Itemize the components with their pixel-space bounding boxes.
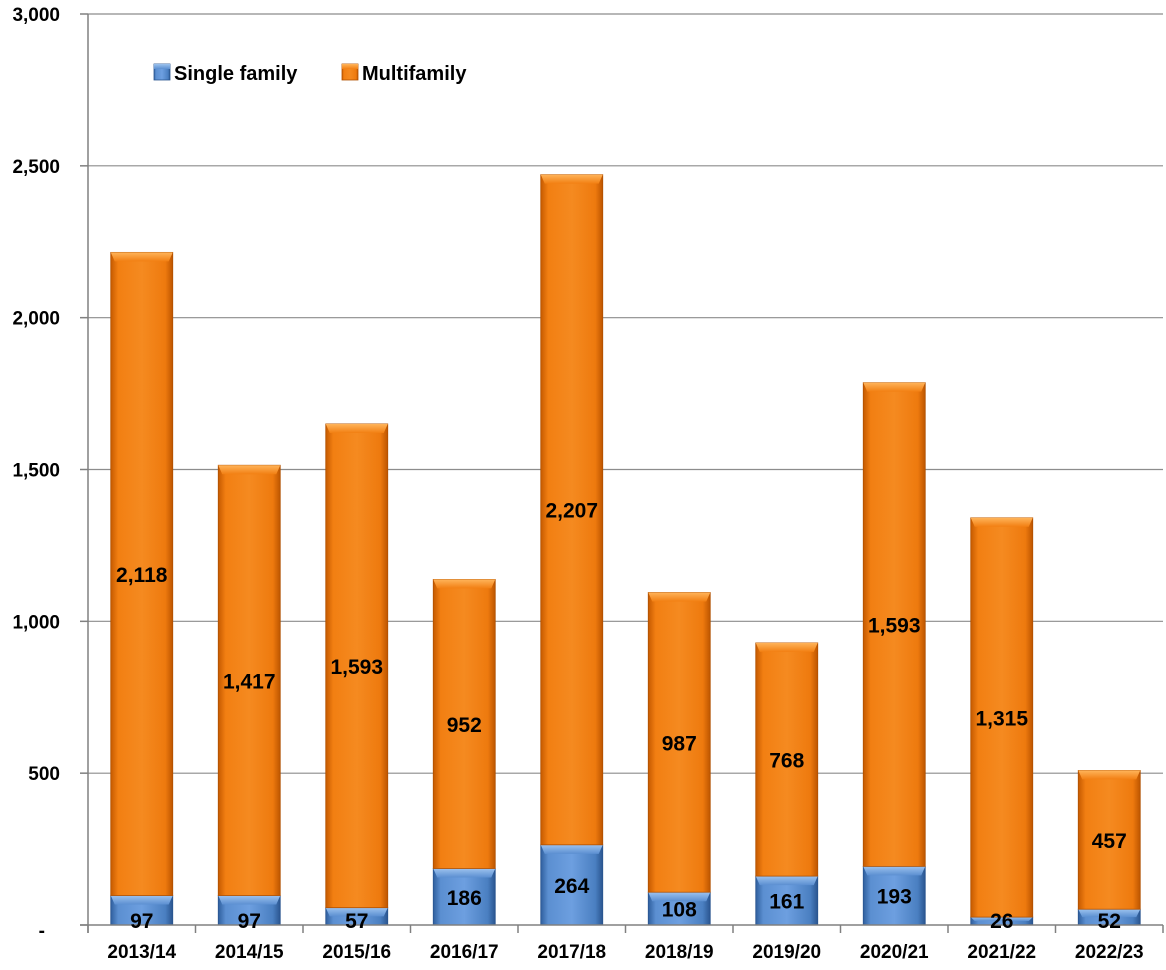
legend-label-single-family: Single family [174, 63, 298, 85]
bar-multifamily [1077, 770, 1141, 910]
data-label-single-family: 264 [554, 875, 589, 898]
y-tick-label: 2,000 [12, 309, 60, 330]
data-label-multifamily: 2,118 [116, 564, 168, 587]
x-tick-label: 2019/20 [752, 942, 821, 963]
bar-multifamily [862, 382, 926, 867]
data-label-multifamily: 1,417 [223, 670, 276, 693]
x-tick-label: 2014/15 [215, 942, 284, 963]
data-label-multifamily: 1,593 [868, 615, 921, 638]
axes: - 500 1,000 1,500 2,000 2,500 3,000 2013/14 2014… [12, 5, 1164, 963]
data-label-single-family: 193 [877, 886, 912, 909]
data-label-multifamily: 768 [769, 750, 804, 773]
bar-single-family-bevel [325, 907, 388, 917]
bar-single-family-bevel [433, 868, 496, 878]
x-tick-label: 2020/21 [860, 942, 929, 963]
bar-multifamily-bevel [755, 642, 818, 652]
bar-single-family-bevel [218, 895, 281, 905]
bar-multifamily [432, 579, 496, 869]
data-label-single-family: 186 [447, 887, 482, 910]
legend-swatch-bevel [342, 64, 358, 69]
bar-multifamily-bevel [540, 174, 603, 184]
legend-label-multifamily: Multifamily [362, 63, 467, 85]
y-tick-label: - [39, 921, 45, 942]
data-label-single-family: 97 [238, 910, 261, 933]
data-label-multifamily: 1,593 [330, 656, 383, 679]
bar-multifamily [110, 251, 174, 896]
x-tick-label: 2015/16 [322, 942, 391, 963]
bar-multifamily [647, 592, 711, 893]
y-tick-label: 1,000 [12, 612, 60, 633]
data-labels: 97 2,118 97 1,417 57 1,593 186 952 264 2,207 108 98… [116, 500, 1127, 933]
bar-multifamily [970, 517, 1034, 918]
bar-single-family-bevel [755, 876, 818, 886]
data-label-multifamily: 987 [662, 732, 697, 755]
bar-single-family-bevel [110, 895, 173, 905]
data-label-multifamily: 952 [447, 714, 482, 737]
x-tick-label: 2018/19 [645, 942, 714, 963]
x-tick-label: 2016/17 [430, 942, 499, 963]
y-tick-label: 500 [28, 764, 60, 785]
bar-single-family-bevel [970, 917, 1033, 922]
bar-multifamily-bevel [325, 423, 388, 433]
bar-single-family-bevel [648, 892, 711, 902]
data-label-single-family: 52 [1098, 910, 1121, 933]
data-label-single-family: 57 [345, 910, 368, 933]
bar-multifamily-bevel [218, 465, 281, 475]
bar-multifamily-bevel [433, 579, 496, 589]
bar-single-family-bevel [540, 844, 603, 854]
bar-single-family-bevel [863, 866, 926, 876]
legend-swatch-bevel [154, 64, 170, 69]
data-label-single-family: 161 [769, 891, 804, 914]
bars [110, 174, 1141, 926]
data-label-single-family: 26 [990, 910, 1013, 933]
bar-multifamily [325, 423, 389, 909]
x-tick-label: 2021/22 [967, 942, 1036, 963]
data-label-single-family: 97 [130, 910, 153, 933]
data-label-multifamily: 1,315 [975, 707, 1028, 730]
data-label-multifamily: 457 [1092, 830, 1127, 853]
bar-multifamily-bevel [970, 517, 1033, 527]
bar-single-family-bevel [1078, 909, 1141, 918]
x-tick-label: 2017/18 [537, 942, 606, 963]
y-tick-label: 2,500 [12, 157, 60, 178]
legend: Single family Multifamily [153, 63, 467, 85]
bar-multifamily-bevel [110, 252, 173, 262]
bar-multifamily-bevel [1078, 770, 1141, 780]
x-tick-label: 2013/14 [107, 942, 176, 963]
y-tick-label: 1,500 [12, 461, 60, 482]
y-tick-label: 3,000 [12, 5, 60, 26]
data-label-multifamily: 2,207 [545, 500, 598, 523]
x-tick-label: 2022/23 [1075, 942, 1144, 963]
bar-multifamily-bevel [863, 382, 926, 392]
data-label-single-family: 108 [662, 899, 697, 922]
bar-multifamily [540, 174, 604, 846]
bar-multifamily-bevel [648, 592, 711, 602]
